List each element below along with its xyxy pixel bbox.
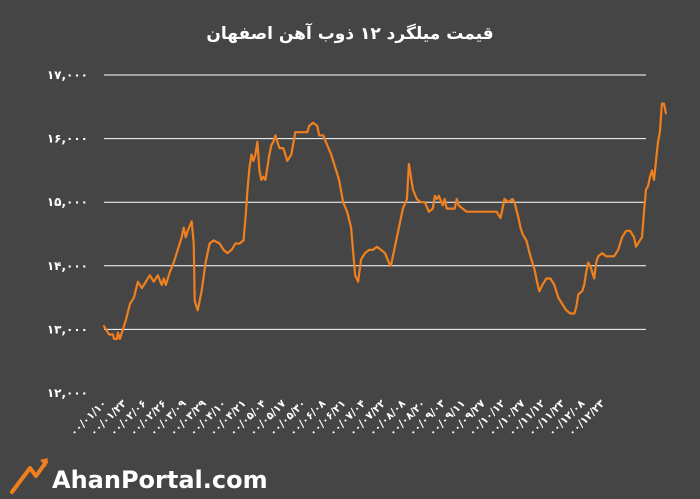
grid-lines (104, 74, 646, 330)
logo-arrow-icon (10, 458, 48, 494)
y-tick-label: ۱۲,۰۰۰ (47, 386, 88, 400)
chart-title: قیمت میلگرد ۱۲ ذوب آهن اصفهان (206, 22, 493, 44)
y-tick-label: ۱۳,۰۰۰ (47, 322, 88, 336)
brand-logo[interactable]: AhanPortal.com (10, 458, 268, 494)
y-tick-label: ۱۴,۰۰۰ (47, 259, 88, 273)
y-axis-ticks: ۱۲,۰۰۰ ۱۳,۰۰۰ ۱۴,۰۰۰ ۱۵,۰۰۰ ۱۶,۰۰۰ ۱۷,۰۰۰ (47, 68, 88, 400)
y-tick-label: ۱۷,۰۰۰ (47, 68, 88, 82)
brand-name: AhanPortal.com (52, 466, 268, 494)
x-axis-ticks: ۰۰/۰۱/۱۰۰۰/۰۱/۲۳۰۰/۰۲/۰۶۰۰/۰۲/۲۶۰۰/۰۳/۰۹… (68, 397, 608, 439)
y-tick-label: ۱۶,۰۰۰ (47, 132, 88, 146)
y-tick-label: ۱۵,۰۰۰ (47, 195, 88, 209)
price-series-line (102, 102, 667, 340)
series-layer (102, 102, 667, 340)
